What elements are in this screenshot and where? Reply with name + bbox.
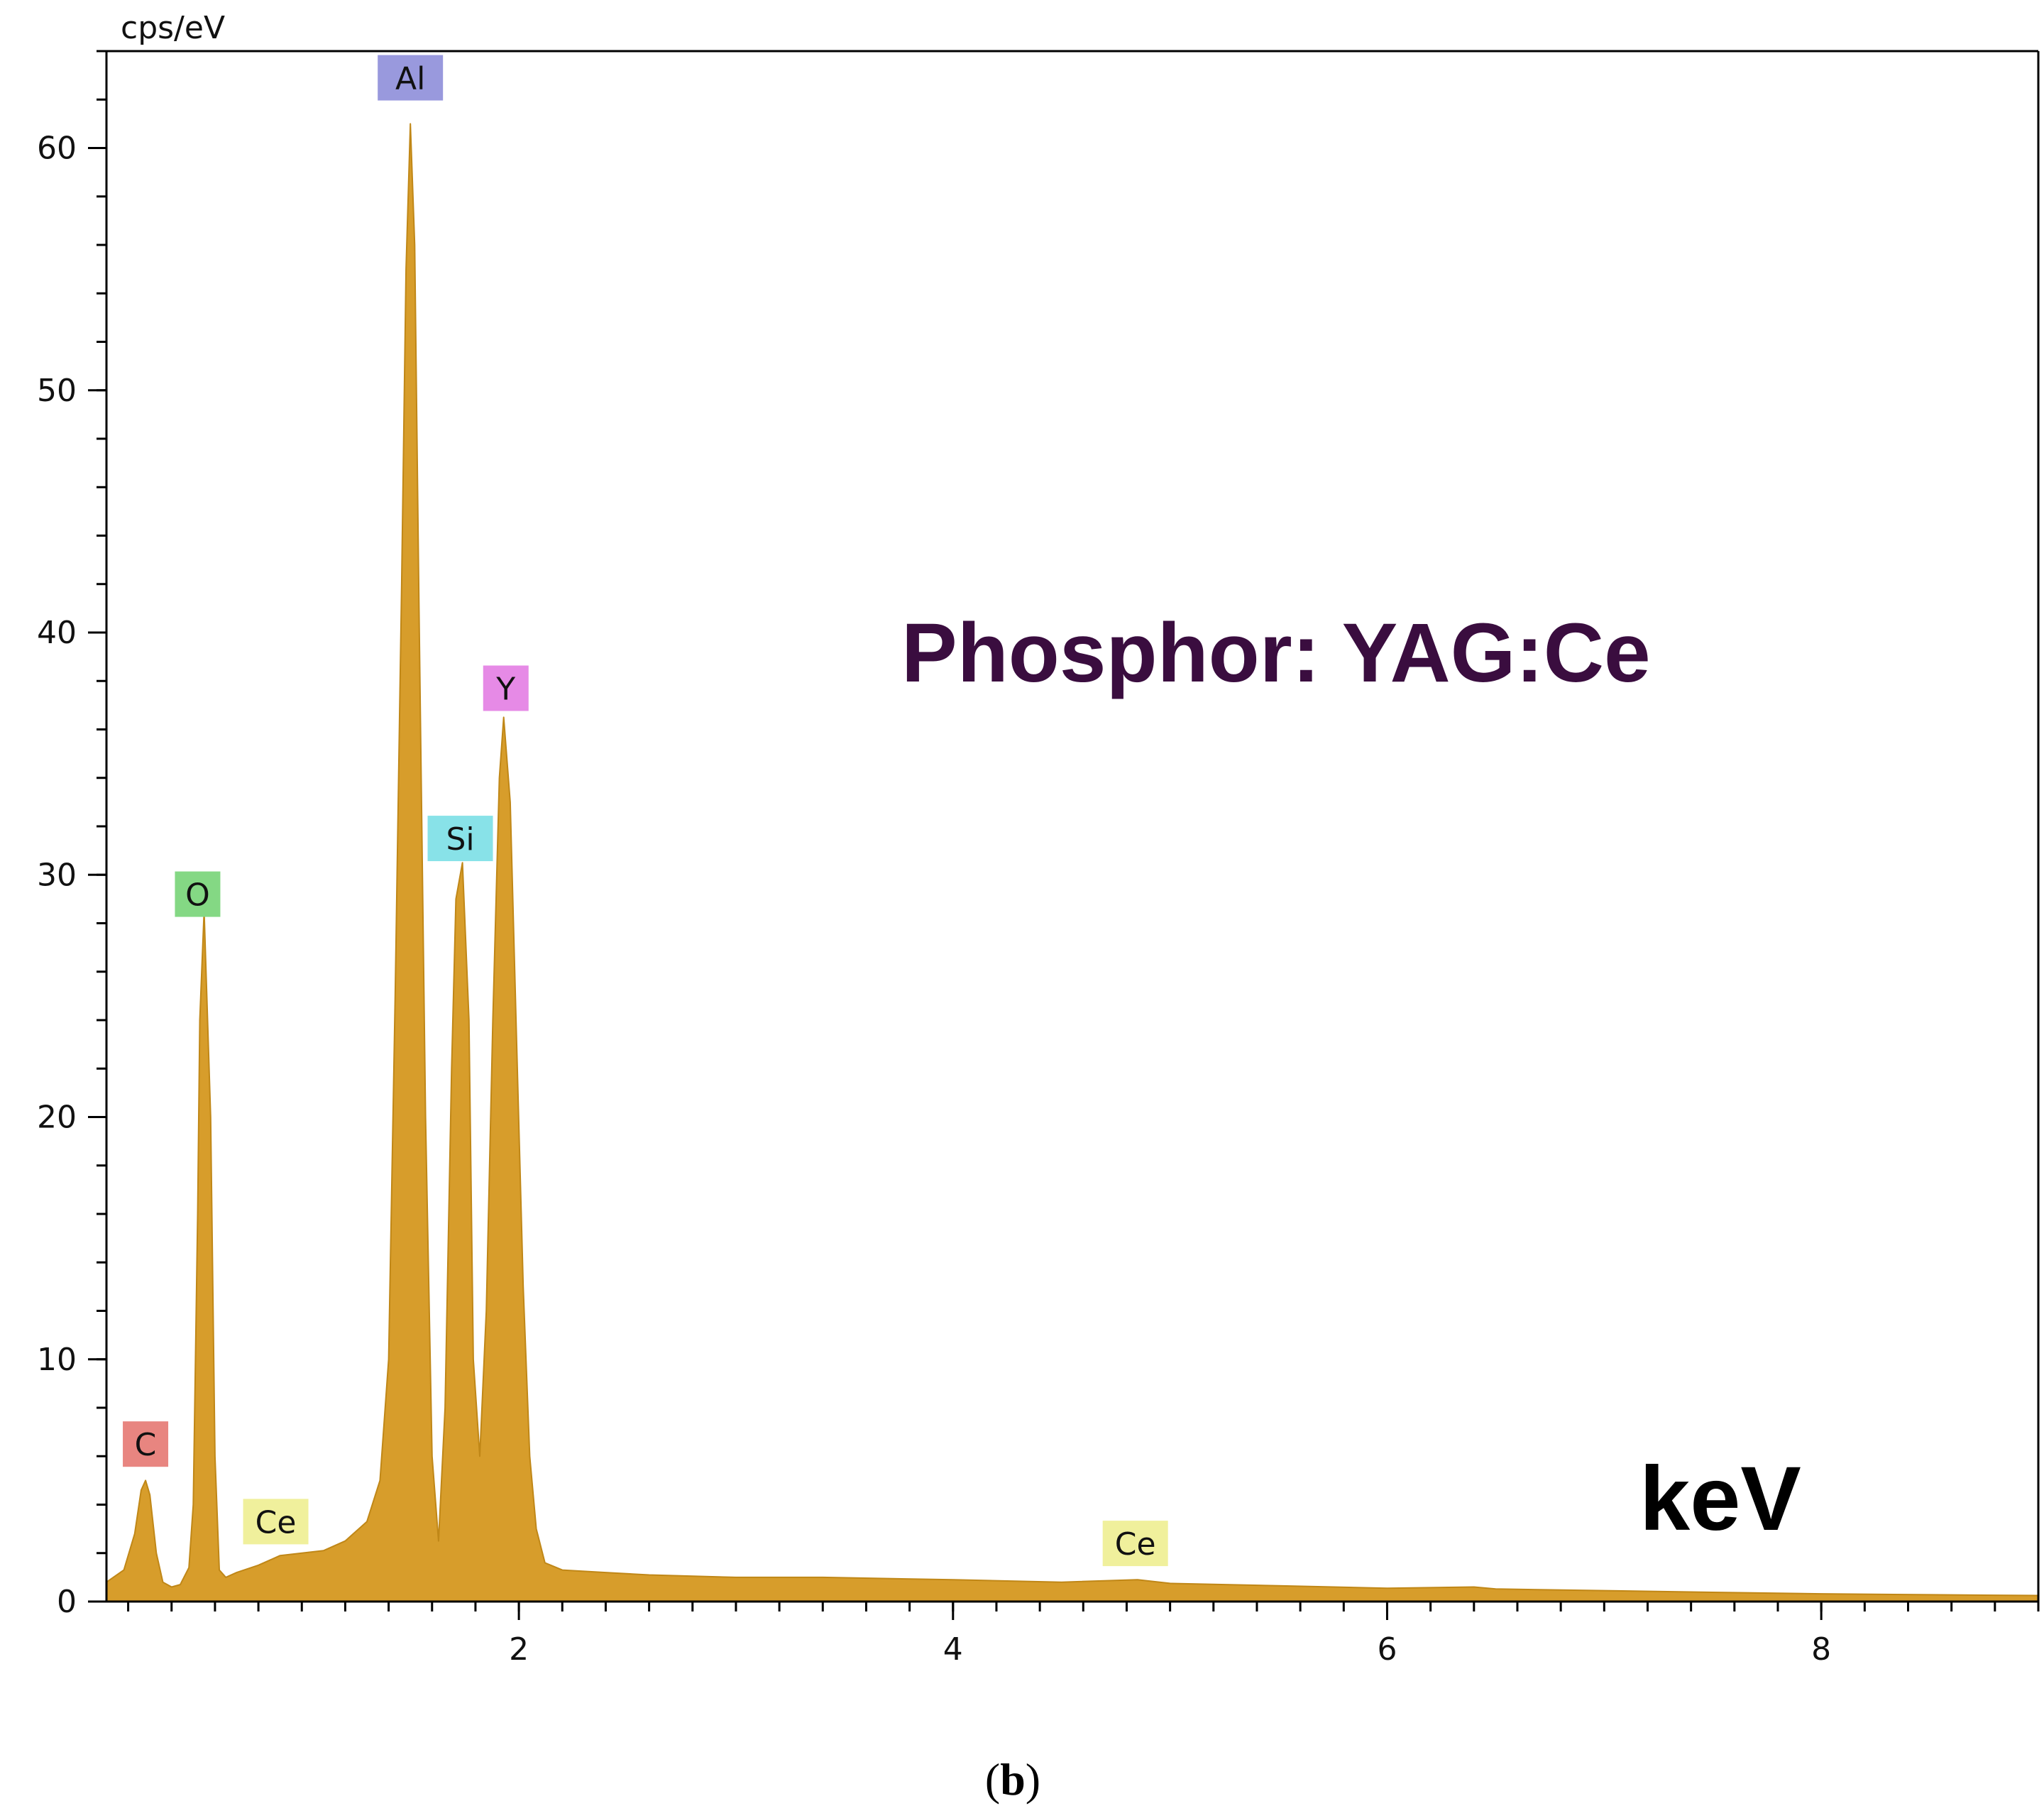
peak-label-ce: Ce — [243, 1499, 309, 1545]
y-tick-label: 20 — [37, 1100, 77, 1136]
y-tick-label: 30 — [37, 857, 77, 893]
peak-label-text: Ce — [256, 1504, 297, 1540]
x-tick-label: 8 — [1811, 1631, 1831, 1668]
sample-annotation: Phosphor: YAG:Ce — [901, 606, 1651, 700]
spectrum-area — [106, 123, 2039, 1602]
peak-label-box — [243, 1499, 309, 1545]
y-tick-label: 10 — [37, 1342, 77, 1378]
peak-label-y: Y — [483, 665, 529, 711]
x-tick-label: 4 — [943, 1631, 963, 1668]
peak-label-box — [1102, 1521, 1168, 1567]
caption-letter: b — [1000, 1754, 1026, 1805]
peak-label-ce: Ce — [1102, 1521, 1168, 1567]
y-tick-label: 40 — [37, 615, 77, 651]
peak-label-c: C — [123, 1421, 169, 1467]
y-tick-label: 60 — [37, 131, 77, 167]
peak-label-box — [378, 55, 444, 101]
peak-label-text: C — [135, 1427, 157, 1463]
y-tick-label: 50 — [37, 373, 77, 409]
peak-label-box — [483, 665, 529, 711]
peak-label-text: Al — [395, 61, 425, 97]
x-tick-label: 2 — [509, 1631, 529, 1668]
axes: 0 10 20 30 40 50 60 2 4 6 8 — [37, 50, 2040, 1668]
peak-label-text: O — [185, 877, 210, 914]
plot-area — [106, 123, 2039, 1602]
peak-label-o: O — [175, 871, 221, 917]
x-tick-label: 6 — [1377, 1631, 1397, 1668]
peak-labels: C O Ce Al Si Y Ce — [123, 55, 1168, 1567]
peak-label-al: Al — [378, 55, 444, 101]
peak-label-text: Si — [446, 821, 474, 858]
peak-label-text: Y — [495, 671, 515, 707]
x-axis-label: keV — [1639, 1448, 1801, 1550]
peak-label-box — [123, 1421, 169, 1467]
y-axis-label: cps/eV — [121, 10, 225, 46]
peak-label-text: Ce — [1115, 1526, 1156, 1563]
y-tick-label: 0 — [57, 1584, 77, 1620]
peak-label-si: Si — [427, 816, 493, 862]
figure-caption: (b) — [985, 1754, 1040, 1805]
peak-label-box — [175, 871, 221, 917]
peak-label-box — [427, 816, 493, 862]
caption-open-paren: ( — [985, 1754, 1000, 1805]
caption-close-paren: ) — [1026, 1754, 1040, 1805]
